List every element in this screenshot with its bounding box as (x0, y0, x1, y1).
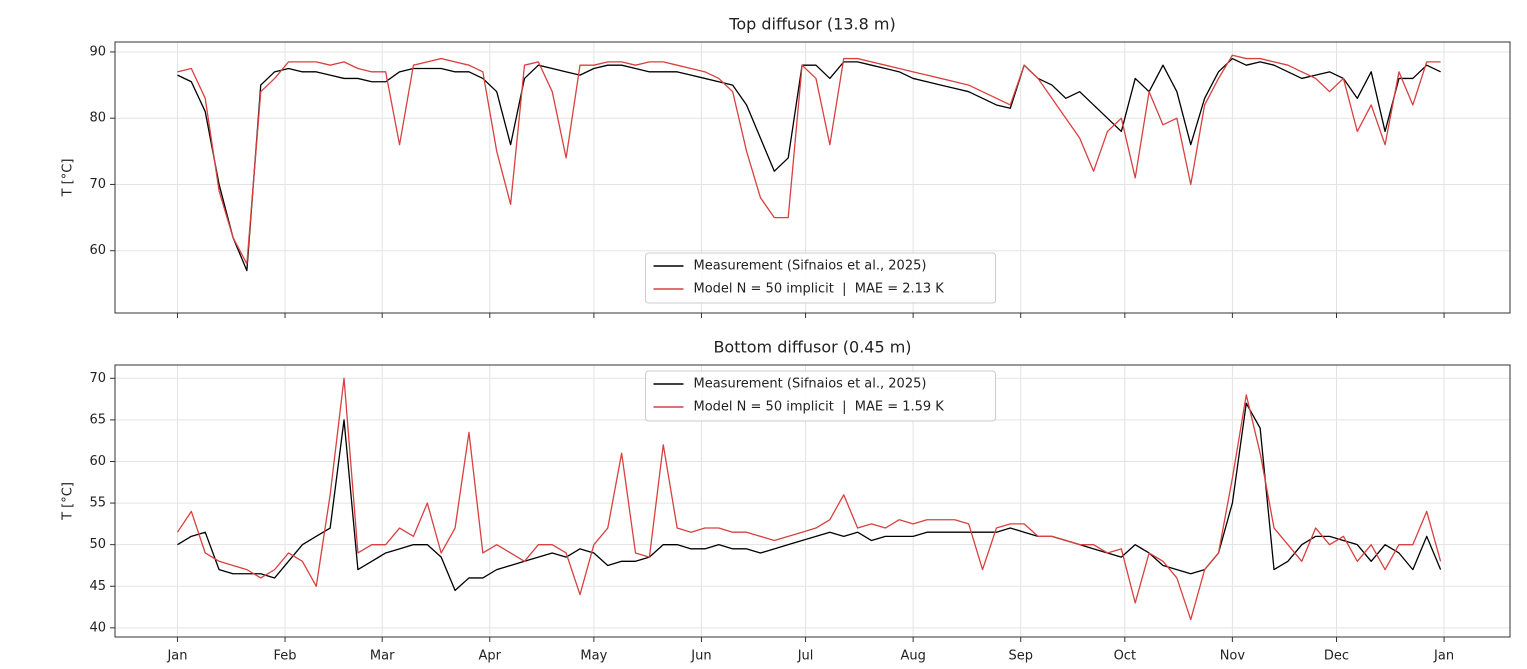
plot-frame (114, 41, 1511, 314)
x-tick-label: Jul (797, 649, 814, 664)
y-tick-label: 45 (89, 579, 106, 594)
y-tick-label: 90 (89, 44, 106, 59)
x-tick-label: Jan (166, 649, 187, 664)
x-tick-label: Mar (370, 649, 395, 664)
legend-label: Model N = 50 implicit | MAE = 1.59 K (694, 400, 945, 415)
series-line (177, 402, 1442, 592)
chart-title: Bottom diffusor (0.45 m) (713, 338, 911, 357)
x-tick-label: Jun (690, 649, 711, 664)
x-tick-label: Dec (1324, 649, 1349, 664)
legend-label: Model N = 50 implicit | MAE = 2.13 K (694, 282, 945, 297)
x-tick-label: May (580, 649, 607, 664)
legend-box (645, 252, 996, 304)
legend-box (645, 370, 996, 422)
series-line (176, 377, 1442, 621)
y-tick-label: 55 (89, 496, 106, 511)
y-tick-label: 65 (89, 412, 106, 427)
chart-title: Top diffusor (13.8 m) (728, 15, 895, 34)
y-tick-label: 60 (89, 243, 106, 258)
legend-label: Measurement (Sifnaios et al., 2025) (694, 377, 927, 392)
y-tick-label: 50 (89, 537, 106, 552)
x-tick-label: Aug (900, 649, 925, 664)
x-tick-label: Sep (1008, 649, 1033, 664)
y-tick-label: 60 (89, 454, 106, 469)
x-tick-label: Jan (1433, 649, 1454, 664)
plot-frame (114, 364, 1511, 638)
y-tick-label: 70 (89, 177, 106, 192)
y-axis-label: T [°C] (61, 482, 76, 521)
series-line (177, 54, 1441, 265)
x-tick-label: Feb (274, 649, 297, 664)
x-tick-label: Nov (1220, 649, 1246, 664)
series-line (177, 57, 1441, 272)
y-tick-label: 80 (89, 111, 106, 126)
y-tick-label: 40 (89, 620, 106, 635)
y-axis-label: T [°C] (61, 159, 76, 198)
y-tick-label: 70 (89, 371, 106, 386)
x-tick-label: Apr (479, 649, 502, 664)
x-tick-label: Oct (1114, 649, 1136, 664)
legend-label: Measurement (Sifnaios et al., 2025) (694, 259, 927, 274)
